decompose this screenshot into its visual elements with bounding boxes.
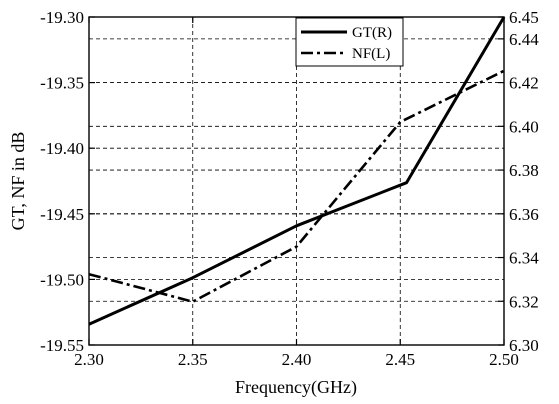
grid-lines [89, 17, 504, 345]
left-y-tick-label: -19.40 [40, 139, 84, 158]
tick-labels: 2.30 2.35 2.40 2.45 2.50 -19.55 -19.50 -19.45 -1… [40, 8, 539, 369]
right-y-tick-label: 6.44 [509, 30, 539, 49]
series-line-nf [88, 69, 505, 304]
x-tick-label: 2.45 [385, 350, 415, 369]
left-y-tick-label: -19.30 [40, 8, 84, 27]
left-y-tick-label: -19.35 [40, 74, 84, 93]
right-y-tick-label: 6.42 [509, 74, 539, 93]
left-y-tick-label: -19.50 [40, 270, 84, 289]
right-y-tick-label: 6.32 [509, 292, 539, 311]
x-tick-label: 2.50 [489, 350, 519, 369]
legend-box [295, 17, 404, 67]
left-y-tick-label: -19.45 [40, 205, 84, 224]
legend-label-gt: GT(R) [352, 25, 392, 41]
legend-label-nf: NF(L) [352, 46, 390, 62]
axis-ticks [88, 16, 505, 346]
y-axis-title: GT, NF in dB [8, 132, 28, 231]
right-y-tick-label: 6.40 [509, 117, 539, 136]
right-y-tick-label: 6.38 [509, 161, 539, 180]
right-y-tick-label: 6.45 [509, 8, 539, 27]
right-y-tick-label: 6.30 [509, 336, 539, 355]
legend: GT(R) NF(L) [295, 17, 404, 67]
x-axis-title: Frequency(GHz) [235, 377, 357, 398]
right-y-tick-label: 6.34 [509, 249, 539, 268]
series-lines [88, 16, 506, 326]
x-tick-label: 2.35 [178, 350, 208, 369]
x-tick-label: 2.30 [74, 350, 104, 369]
right-y-tick-label: 6.36 [509, 205, 539, 224]
left-y-tick-label: -19.55 [40, 336, 84, 355]
x-tick-label: 2.40 [282, 350, 312, 369]
